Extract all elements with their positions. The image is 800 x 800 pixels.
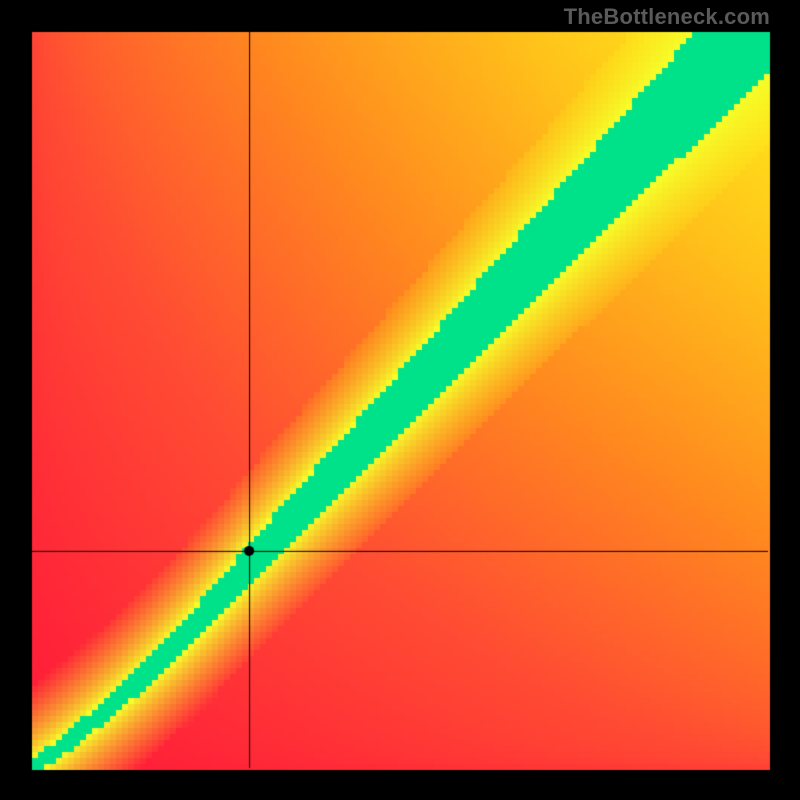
bottleneck-heatmap	[0, 0, 800, 800]
chart-container: TheBottleneck.com	[0, 0, 800, 800]
watermark-text: TheBottleneck.com	[564, 4, 770, 30]
